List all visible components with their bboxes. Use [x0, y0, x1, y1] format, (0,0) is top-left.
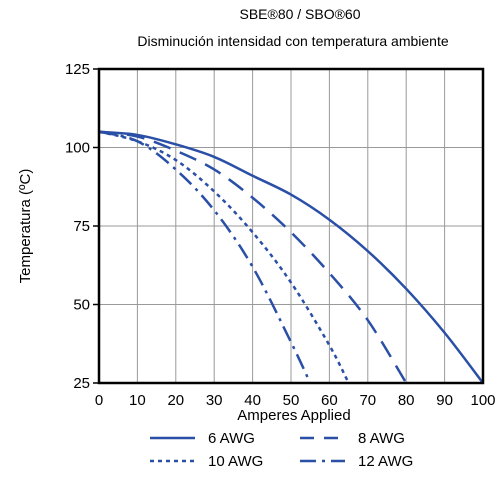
- y-tick-label: 100: [65, 140, 90, 157]
- series-layer: [98, 130, 484, 384]
- x-axis-ticks: 0 10 20 30 40 50 60 70 80 90 100: [95, 392, 496, 409]
- legend-label: 8 AWG: [358, 430, 405, 447]
- x-tick-label: 0: [95, 392, 103, 409]
- x-tick-label: 40: [244, 392, 261, 409]
- legend: 6 AWG 8 AWG 10 AWG 12 AWG: [150, 430, 413, 470]
- series-line-6-awg: [98, 130, 484, 384]
- y-tick-label: 125: [65, 61, 90, 78]
- x-tick-label: 100: [470, 392, 495, 409]
- x-tick-label: 80: [398, 392, 415, 409]
- y-axis-ticks: 25 50 75 100 125: [65, 61, 99, 392]
- x-tick-label: 60: [321, 392, 338, 409]
- legend-label: 6 AWG: [208, 430, 255, 447]
- x-tick-label: 30: [206, 392, 223, 409]
- chart-subtitle: Disminución intensidad con temperatura a…: [137, 33, 448, 49]
- legend-label: 12 AWG: [358, 453, 413, 470]
- x-tick-label: 10: [129, 392, 146, 409]
- y-tick-label: 75: [73, 218, 90, 235]
- grid-lines: [98, 68, 484, 384]
- x-axis-title: Amperes Applied: [237, 407, 350, 424]
- series-line-12-awg: [98, 130, 312, 384]
- y-tick-label: 25: [73, 375, 90, 392]
- x-tick-label: 20: [167, 392, 184, 409]
- x-tick-label: 90: [436, 392, 453, 409]
- x-tick-label: 50: [283, 392, 300, 409]
- chart-title: SBE®80 / SBO®60: [239, 6, 360, 22]
- y-axis-title: Temperatura (ºC): [17, 169, 34, 284]
- series-line-8-awg: [98, 130, 408, 384]
- x-tick-label: 70: [359, 392, 376, 409]
- legend-label: 10 AWG: [208, 453, 263, 470]
- series-line-10-awg: [98, 130, 350, 384]
- y-tick-label: 50: [73, 297, 90, 314]
